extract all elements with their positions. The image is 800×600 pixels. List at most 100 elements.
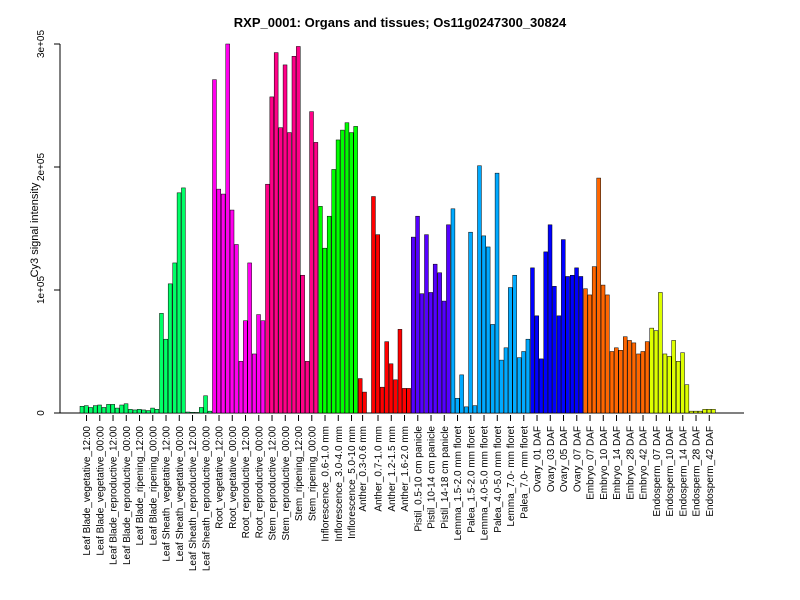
bar (247, 262, 252, 414)
bar (305, 361, 310, 414)
bar (273, 52, 279, 414)
category-label: Leaf Blade_vegetative_12:00 (82, 426, 93, 556)
bar (464, 406, 469, 414)
bar (114, 407, 120, 414)
bar (450, 208, 456, 414)
bar (252, 353, 257, 414)
bar (508, 287, 513, 414)
category-label: Endosperm_42 DAF (705, 426, 716, 517)
bar (128, 409, 133, 414)
bar (521, 351, 526, 414)
category-label: Root_reproductive_12:00 (241, 426, 252, 539)
bar (499, 359, 504, 414)
bar (591, 266, 597, 414)
category-label: Pistil_14-18 cm panicle (440, 426, 451, 529)
category-label: Ovary_01 DAF (533, 426, 544, 492)
bar (676, 361, 681, 414)
bar (349, 132, 354, 414)
bar (384, 341, 389, 414)
bar (331, 169, 336, 414)
bar (388, 363, 394, 414)
category-label: Ovary_03 DAF (546, 426, 557, 492)
bar (269, 96, 275, 414)
bars (79, 43, 716, 414)
category-label: Embryo_07 DAF (586, 426, 597, 500)
bar (517, 357, 522, 414)
bar (146, 410, 151, 414)
category-label: Embryo_14 DAF (612, 426, 623, 500)
bar (419, 293, 425, 414)
category-label: Leaf Blade_reproductive_12:00 (109, 426, 120, 565)
bar (190, 412, 195, 414)
category-label: Stem_ripening_00:00 (307, 426, 318, 522)
bar (706, 409, 712, 414)
bar (547, 224, 553, 414)
bar (154, 409, 160, 414)
bar (379, 386, 385, 414)
bar (543, 251, 548, 414)
category-label: Embryo_42 DAF (639, 426, 650, 500)
bar (234, 244, 239, 414)
bar (578, 276, 584, 414)
bar (711, 409, 716, 414)
bar (137, 409, 142, 414)
bar (702, 409, 707, 414)
bar (176, 192, 182, 414)
category-label: Pistil_10-14 cm panicle (427, 426, 438, 529)
bar (397, 329, 403, 414)
bar (326, 215, 332, 414)
bar (106, 404, 111, 414)
bar (684, 384, 690, 414)
bar (93, 405, 98, 414)
bar (371, 196, 376, 414)
bar (512, 274, 517, 414)
category-label: Endosperm_28 DAF (692, 426, 703, 517)
bar (159, 313, 164, 414)
bar (97, 404, 102, 414)
category-label: Leaf Blade_ripening_12:00 (135, 426, 146, 546)
bar (282, 64, 288, 414)
bar (309, 111, 314, 414)
category-label: Anther_1.2-1.5 mm (387, 426, 398, 512)
bar (644, 341, 650, 414)
bar (565, 276, 570, 414)
category-label: Stem_reproductive_12:00 (268, 426, 279, 541)
bar (101, 407, 107, 414)
y-tick-label: 0 (36, 410, 47, 416)
bar (556, 315, 562, 414)
bar (194, 412, 199, 414)
category-label: Anther_1.6-2.0 mm (400, 426, 411, 512)
category-label: Inflorescence_0.6-1.0 mm (321, 426, 332, 542)
bar (485, 246, 491, 414)
bar (587, 294, 592, 414)
y-tick-label: 3e+05 (36, 30, 47, 59)
category-label: Endosperm_07 DAF (652, 426, 663, 517)
bar (340, 129, 345, 414)
bar (243, 320, 248, 414)
bar (150, 407, 155, 414)
bar (503, 347, 509, 414)
bar (265, 183, 270, 414)
bar (432, 263, 438, 414)
bar (468, 231, 473, 414)
chart-title: RXP_0001: Organs and tissues; Os11g02473… (234, 15, 567, 30)
bar (481, 235, 487, 414)
bar (229, 209, 235, 414)
category-label: Stem_ripening_12:00 (294, 426, 305, 522)
bar (530, 267, 535, 414)
bar (402, 388, 407, 414)
bar (618, 350, 623, 414)
category-label: Leaf Sheath_reproductive_12:00 (188, 426, 199, 572)
bar (393, 379, 398, 414)
bar (614, 347, 619, 414)
category-label: Ovary_05 DAF (559, 426, 570, 492)
category-label: Ovary_07 DAF (572, 426, 583, 492)
bar (119, 404, 124, 414)
bar (132, 409, 138, 414)
bar (658, 292, 663, 414)
bar (141, 409, 146, 414)
bar (697, 410, 703, 414)
bar (318, 206, 323, 414)
bar (441, 300, 447, 414)
bar (671, 340, 676, 414)
